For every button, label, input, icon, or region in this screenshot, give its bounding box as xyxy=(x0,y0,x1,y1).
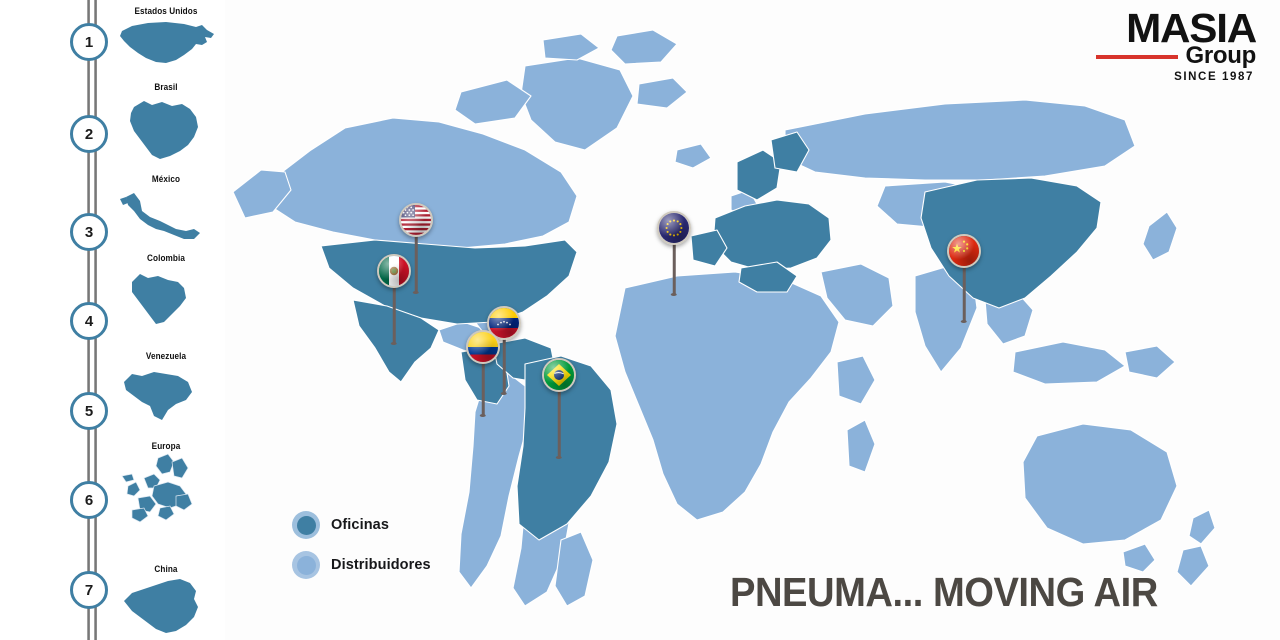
legend-item-distribuidores: Distribuidores xyxy=(292,548,431,582)
flag-icon-colombia xyxy=(466,330,500,364)
sidebar-label-europa: Europa xyxy=(151,441,181,452)
country-shape-colombia xyxy=(110,264,222,330)
sidebar-label-estados-unidos: Estados Unidos xyxy=(134,6,198,17)
flag-icon-mexico xyxy=(377,254,411,288)
country-shape-brazil xyxy=(110,93,222,165)
timeline-number-1: 1 xyxy=(84,33,94,51)
sidebar-label-brasil: Brasil xyxy=(154,82,178,93)
country-shape-mexico xyxy=(110,185,222,245)
legend-item-oficinas: Oficinas xyxy=(292,508,431,542)
timeline-number-2: 2 xyxy=(84,125,94,143)
sidebar-label-mexico: México xyxy=(151,174,181,185)
country-shape-europe xyxy=(110,452,222,530)
map-pin-united-states[interactable] xyxy=(399,203,433,294)
timeline-node-6[interactable]: 6 xyxy=(70,481,108,519)
flag-icon-china xyxy=(947,234,981,268)
map-legend: Oficinas Distribuidores xyxy=(292,508,431,588)
logo-group-text: Group xyxy=(1185,42,1257,70)
tagline: PNEUMA... MOVING AIR xyxy=(730,569,1158,615)
timeline-node-2[interactable]: 2 xyxy=(70,115,108,153)
logo-red-bar xyxy=(1095,55,1178,60)
logo-since-text: SINCE 1987 xyxy=(1174,71,1254,84)
map-pin-european-union[interactable] xyxy=(657,211,691,296)
sidebar-label-venezuela: Venezuela xyxy=(145,351,187,362)
world-map xyxy=(225,0,1280,640)
sidebar-item-mexico[interactable]: México xyxy=(110,174,222,245)
masia-group-logo: MASIA Group SINCE 1987 xyxy=(1066,7,1257,84)
country-shape-venezuela xyxy=(110,362,222,426)
flag-icon-brazil xyxy=(542,358,576,392)
legend-label-oficinas: Oficinas xyxy=(331,517,390,533)
country-timeline-sidebar: 1 Estados Unidos 2 Brasil 3 México xyxy=(0,0,225,640)
legend-marker-office-icon xyxy=(292,511,320,539)
logo-wordmark: MASIA xyxy=(1126,5,1257,51)
timeline-node-4[interactable]: 4 xyxy=(70,302,108,340)
timeline-node-5[interactable]: 5 xyxy=(70,392,108,430)
flag-icon-united-states xyxy=(399,203,433,237)
map-pin-china[interactable] xyxy=(947,234,981,323)
country-shape-united-states xyxy=(110,17,222,69)
timeline-number-6: 6 xyxy=(84,491,94,509)
map-pin-colombia[interactable] xyxy=(466,330,500,417)
sidebar-item-brasil[interactable]: Brasil xyxy=(110,82,222,165)
sidebar-label-china: China xyxy=(154,564,178,575)
sidebar-item-venezuela[interactable]: Venezuela xyxy=(110,351,222,426)
timeline-node-7[interactable]: 7 xyxy=(70,571,108,609)
timeline-number-3: 3 xyxy=(84,223,94,241)
legend-label-distribuidores: Distribuidores xyxy=(331,557,431,573)
sidebar-item-estados-unidos[interactable]: Estados Unidos xyxy=(110,6,222,69)
timeline-number-7: 7 xyxy=(84,581,94,599)
timeline-node-3[interactable]: 3 xyxy=(70,213,108,251)
timeline-number-5: 5 xyxy=(84,402,94,420)
country-shape-china xyxy=(110,575,222,639)
sidebar-item-europa[interactable]: Europa xyxy=(110,441,222,530)
timeline-number-4: 4 xyxy=(84,312,94,330)
map-pin-brazil[interactable] xyxy=(542,358,576,459)
legend-marker-distributor-icon xyxy=(292,551,320,579)
sidebar-item-china[interactable]: China xyxy=(110,564,222,639)
sidebar-item-colombia[interactable]: Colombia xyxy=(110,253,222,330)
sidebar-label-colombia: Colombia xyxy=(147,253,185,264)
flag-icon-european-union xyxy=(657,211,691,245)
map-pin-mexico[interactable] xyxy=(377,254,411,345)
timeline-node-1[interactable]: 1 xyxy=(70,23,108,61)
